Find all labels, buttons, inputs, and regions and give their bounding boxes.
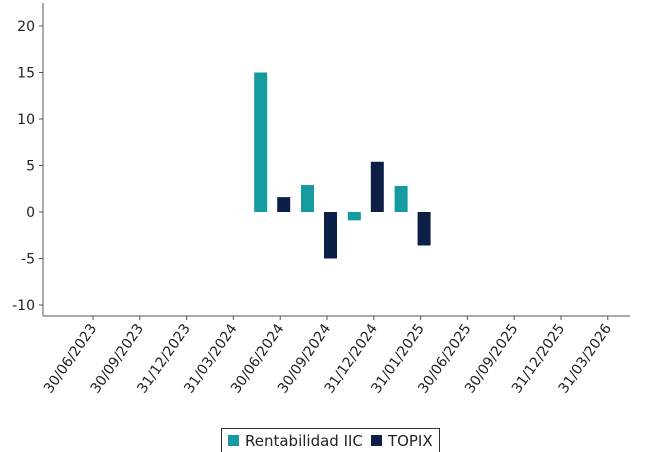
y-tick-label: 10 — [17, 112, 35, 128]
legend-item-series-1: Rentabilidad IIC — [228, 432, 363, 450]
y-tick-label: 20 — [17, 19, 35, 35]
bar-topix — [324, 212, 337, 259]
axes — [39, 3, 630, 320]
y-tick-label: -5 — [21, 252, 35, 268]
legend-item-series-2: TOPIX — [370, 431, 433, 450]
bar-rentabilidad-iic — [301, 185, 314, 212]
legend-swatch-series-1 — [228, 435, 239, 446]
x-tick-labels: 30/06/202330/09/202331/12/202331/03/2024… — [41, 321, 615, 396]
bar-rentabilidad-iic — [394, 185, 408, 212]
bars — [254, 72, 431, 259]
bar-topix — [277, 197, 291, 212]
y-tick-label: -10 — [12, 298, 35, 314]
bar-topix — [370, 161, 384, 212]
y-tick-labels: 20 15 10 5 0 -5 -10 — [12, 19, 35, 314]
legend: Rentabilidad IIC TOPIX — [221, 428, 440, 452]
y-tick-label: 15 — [17, 66, 35, 82]
legend-swatch-series-2 — [370, 435, 382, 446]
bar-topix — [417, 212, 431, 246]
bar-rentabilidad-iic — [347, 212, 361, 221]
bar-rentabilidad-iic — [254, 72, 268, 212]
y-tick-label: 5 — [26, 159, 35, 175]
y-tick-label: 0 — [26, 205, 35, 221]
legend-label-series-1: Rentabilidad IIC — [245, 431, 363, 450]
legend-label-series-2: TOPIX — [387, 431, 433, 450]
